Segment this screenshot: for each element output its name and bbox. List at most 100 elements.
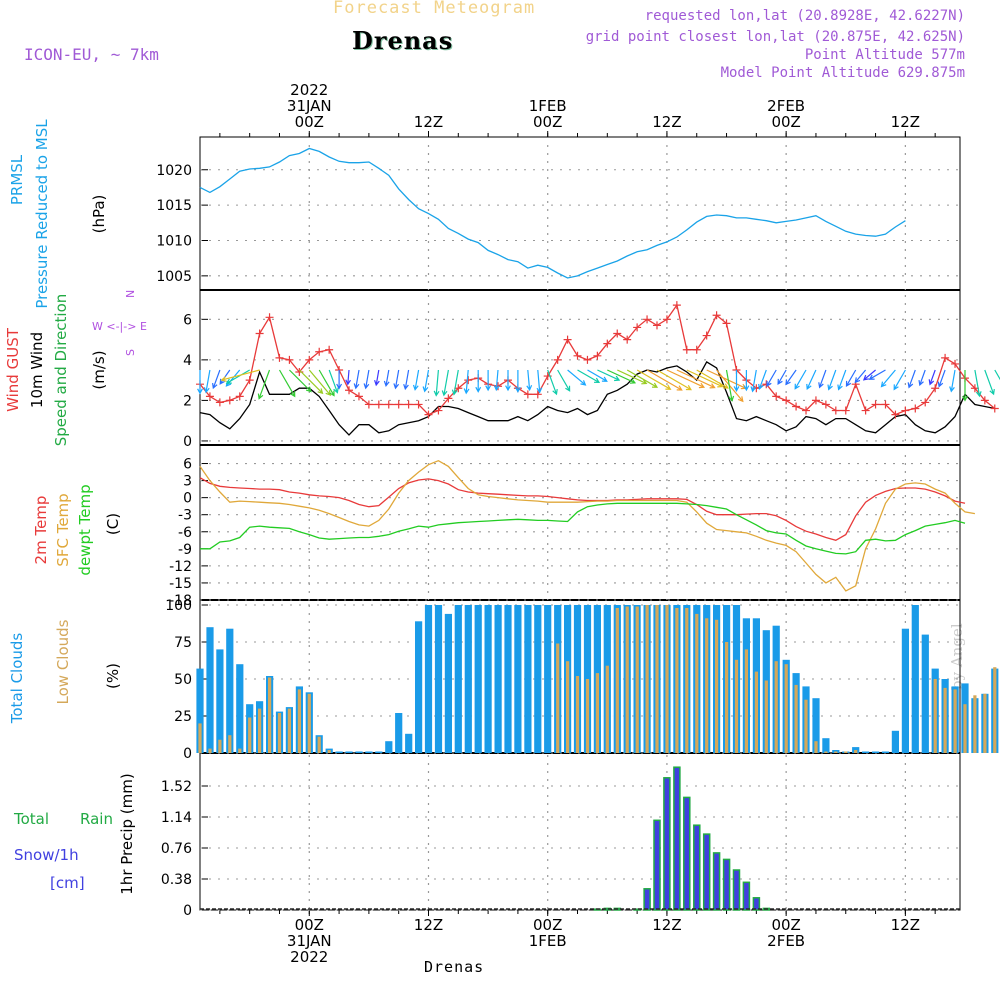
total-cloud-bar	[345, 751, 353, 753]
temp-sfc-side-label: SFC Temp	[54, 493, 72, 566]
top-time-label: 1FEB	[529, 97, 567, 115]
gust-marker	[354, 392, 363, 401]
precip-bar	[693, 824, 701, 911]
wind-direction-arrow	[626, 369, 659, 388]
chart-subtitle: Forecast Meteogram	[333, 0, 536, 18]
wind-direction-arrow	[526, 369, 533, 392]
wind-direction-arrow	[880, 369, 896, 388]
bottom-time-label: 00Z	[295, 916, 324, 934]
low-cloud-bar	[287, 708, 291, 753]
low-cloud-bar	[655, 605, 659, 753]
rain-side-label-total: Total	[13, 810, 49, 828]
low-cloud-bar	[715, 619, 719, 753]
total-cloud-bar	[524, 605, 532, 753]
wind-direction-arrow	[733, 370, 740, 393]
top-time-label: 00Z	[295, 113, 324, 131]
gust-marker	[980, 396, 989, 405]
wind-direction-arrow	[918, 369, 926, 387]
temperature-ytick-label: -9	[178, 542, 192, 558]
total-cloud-bar	[405, 733, 413, 753]
wind-side-label: 10m Wind	[28, 332, 46, 408]
gust-marker	[345, 386, 354, 395]
low-cloud-bar	[268, 677, 272, 753]
wind-direction-arrow	[318, 369, 335, 397]
temperature-ytick-label: 3	[183, 474, 192, 490]
low-cloud-bar	[327, 750, 331, 753]
pressure-ytick-label: 1010	[156, 233, 192, 249]
wind-direction-arrow	[220, 369, 260, 382]
wind-direction-arrow	[441, 369, 449, 397]
gust-marker	[235, 392, 244, 401]
low-cloud-bar	[198, 723, 202, 753]
pressure-ytick-label: 1015	[156, 198, 192, 214]
gust-marker	[772, 392, 781, 401]
low-cloud-bar	[277, 713, 282, 753]
low-cloud-bar	[635, 606, 639, 753]
wind-direction-arrow	[806, 369, 817, 391]
gust-marker	[792, 402, 801, 411]
wind-direction-arrow	[794, 369, 807, 390]
low-clouds-side-label: Low Clouds	[54, 619, 72, 704]
temperature-ytick-label: -3	[178, 508, 192, 524]
total-cloud-bar	[226, 628, 234, 753]
gust-marker	[871, 400, 880, 409]
low-cloud-bar	[695, 613, 699, 753]
gust-marker	[990, 404, 999, 413]
snow-unit-label: [cm]	[50, 874, 85, 892]
precip-bar	[722, 858, 731, 911]
gust-marker	[255, 329, 264, 338]
gust-marker	[583, 355, 592, 364]
low-cloud-bar	[854, 750, 858, 753]
wind-direction-arrow	[308, 369, 332, 397]
gust-marker	[861, 406, 870, 415]
temperature-ytick-label: -6	[178, 525, 192, 541]
wind-direction-arrow	[257, 369, 271, 400]
precip-bar	[663, 777, 671, 911]
low-cloud-bar	[585, 679, 590, 753]
total-cloud-bar	[424, 605, 433, 753]
gust-marker	[225, 396, 234, 405]
temp-line-1	[199, 459, 976, 592]
wind-direction-arrow	[994, 369, 1000, 381]
gust-marker	[951, 359, 960, 368]
gust-marker	[404, 400, 413, 409]
gust-marker	[643, 315, 652, 324]
bottom-time-label: 12Z	[652, 916, 681, 934]
bottom-time-label: 1FEB	[529, 932, 567, 950]
wind-direction-arrow	[636, 369, 672, 390]
wind-gust-side-label: Wind GUST	[4, 327, 22, 412]
wind-direction-arrow	[937, 369, 946, 388]
bottom-time-label: 2022	[290, 948, 328, 966]
gust-marker	[434, 406, 443, 415]
pressure-ytick-label: 1020	[156, 163, 192, 179]
low-cloud-bar	[218, 739, 222, 753]
wind-direction-arrow	[363, 369, 370, 390]
gust-marker	[573, 351, 582, 360]
low-cloud-bar	[764, 680, 768, 753]
low-cloud-bar	[804, 699, 808, 753]
low-cloud-bar	[575, 676, 580, 753]
gust-marker	[941, 353, 950, 362]
wind-direction-arrow	[336, 370, 343, 390]
gust-marker	[841, 406, 850, 415]
low-cloud-bar	[615, 608, 619, 753]
wind-direction-arrow	[656, 369, 692, 391]
top-time-label: 00Z	[533, 113, 562, 131]
gust-marker	[553, 355, 562, 364]
temp-2m-side-label: 2m Temp	[32, 496, 50, 565]
low-cloud-bar	[953, 689, 957, 753]
precip-bar	[683, 796, 691, 911]
compass-south: S	[124, 349, 137, 356]
gust-marker	[931, 384, 940, 393]
top-time-label: 31JAN	[287, 97, 332, 115]
wind-direction-arrow	[837, 369, 847, 391]
total-cloud-bar	[236, 664, 244, 753]
snow-side-label: Snow/1h	[14, 846, 79, 864]
wind-direction-arrow	[686, 369, 724, 388]
model-altitude: Model Point Altitude 629.875m	[720, 65, 965, 81]
low-cloud-bar	[248, 717, 252, 753]
gust-marker	[245, 376, 254, 385]
gust-marker	[901, 406, 910, 415]
total-cloud-bar	[415, 621, 423, 753]
total-cloud-bar	[385, 741, 393, 753]
